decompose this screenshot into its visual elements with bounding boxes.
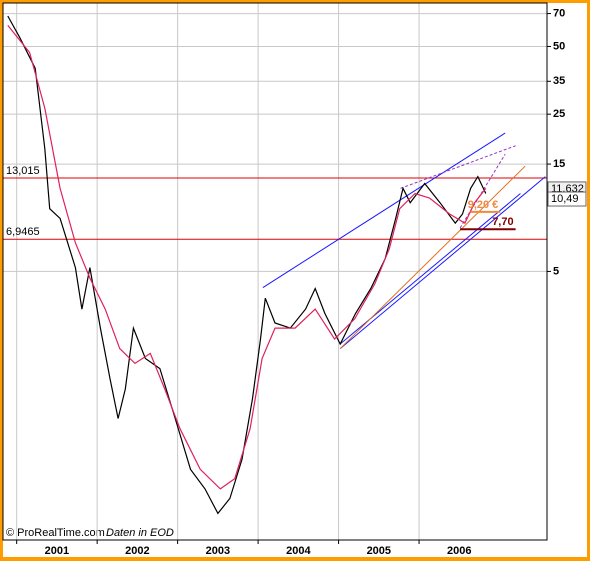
trend-line [339,176,546,349]
footer-note: Daten in EOD [106,527,174,539]
y-tick-label: 50 [553,40,565,52]
trend-line [459,153,506,229]
level-label: 7,70 [492,216,513,228]
y-tick-label: 15 [553,158,565,170]
series-line [7,25,487,490]
level-label: 9,20 € [468,199,499,211]
price-tag-label: 10,49 [551,193,579,205]
y-tick-label: 25 [553,108,565,120]
x-tick-label: 2004 [286,545,311,557]
x-tick-label: 2005 [367,545,391,557]
panel [3,3,587,557]
x-tick-label: 2006 [447,545,471,557]
trend-line [262,132,506,288]
x-tick-label: 2002 [125,545,149,557]
price-tag [547,191,587,207]
footer-source: © ProRealTime.com [6,527,105,539]
reference-label: 6,9465 [6,226,40,238]
reference-label: 13,015 [6,165,40,177]
y-tick-label: 5 [553,265,559,277]
trend-line [339,165,526,349]
x-tick-label: 2001 [45,545,69,557]
trend-line [400,145,516,189]
series-line [7,15,487,515]
y-tick-label: 70 [553,7,565,19]
x-tick-label: 2003 [206,545,230,557]
plot-frame [2,2,548,541]
y-tick-label: 35 [553,75,565,87]
